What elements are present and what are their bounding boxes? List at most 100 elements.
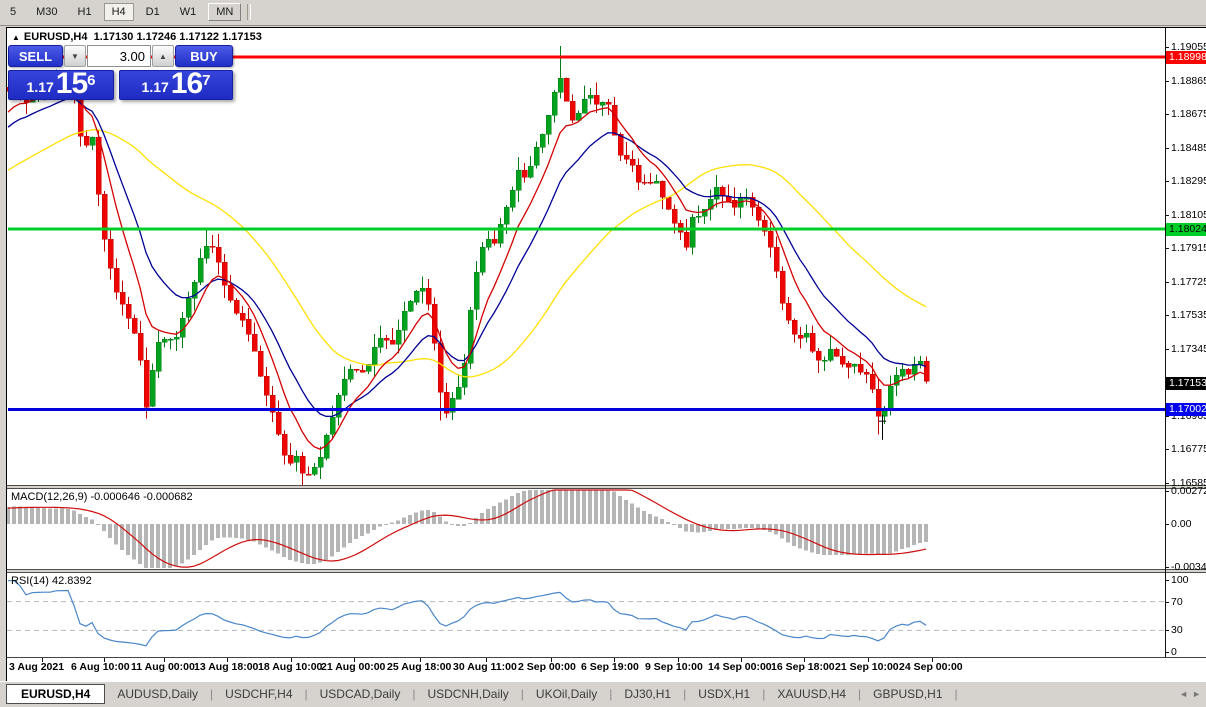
time-tick-label: 6 Aug 10:00 xyxy=(71,661,130,673)
time-tick xyxy=(678,658,679,662)
time-tick xyxy=(614,658,615,662)
price-tick xyxy=(1165,248,1169,249)
tab-separator: | xyxy=(412,687,416,701)
rsi-tick xyxy=(1165,602,1169,603)
collapse-triangle-icon[interactable]: ▲ xyxy=(12,33,20,42)
price-tick-label: 1.17725 xyxy=(1171,276,1206,288)
chart-tab-EURUSD,H4[interactable]: EURUSD,H4 xyxy=(6,684,106,704)
rsi-tick xyxy=(1165,652,1169,653)
price-tick-label: 1.19055 xyxy=(1171,41,1206,53)
panel-separator[interactable] xyxy=(7,485,1206,489)
period-button-M30[interactable]: M30 xyxy=(36,6,58,18)
rsi-tick-label: 0 xyxy=(1171,646,1177,658)
sell-price-point: 6 xyxy=(87,72,96,89)
period-button-H1[interactable]: H1 xyxy=(77,6,92,18)
chart-tab-GBPUSD,H1[interactable]: GBPUSD,H1 xyxy=(873,687,943,701)
sell-price-box[interactable]: 1.17 15 6 xyxy=(8,69,115,100)
period-button-MN[interactable]: MN xyxy=(208,3,242,21)
chart-window: ▲ EURUSD,H4 1.17130 1.17246 1.17122 1.171… xyxy=(6,27,1206,683)
price-badge: 1.17153 xyxy=(1166,377,1206,390)
main-chart-surface[interactable] xyxy=(7,28,1165,485)
price-tick xyxy=(1165,349,1169,350)
price-tick xyxy=(1165,282,1169,283)
price-tick-label: 1.17915 xyxy=(1171,242,1206,254)
time-tick xyxy=(486,658,487,662)
period-button-5[interactable]: 5 xyxy=(10,6,17,18)
time-tick-label: 24 Sep 00:00 xyxy=(899,661,963,673)
time-tick-label: 30 Aug 11:00 xyxy=(453,661,517,673)
period-button-H4[interactable]: H4 xyxy=(103,3,134,21)
buy-price-prefix: 1.17 xyxy=(141,79,169,95)
price-tick xyxy=(1165,416,1169,417)
panel-separator[interactable] xyxy=(7,569,1206,573)
rsi-tick-label: 100 xyxy=(1171,574,1189,586)
chart-tab-USDX,H1[interactable]: USDX,H1 xyxy=(698,687,751,701)
rsi-panel-surface[interactable] xyxy=(7,573,1165,657)
rsi-tick xyxy=(1165,630,1169,631)
price-tick-label: 1.18485 xyxy=(1171,142,1206,154)
chart-tab-USDCHF,H4[interactable]: USDCHF,H4 xyxy=(225,687,293,701)
price-tick xyxy=(1165,47,1169,48)
chart-tab-USDCAD,Daily[interactable]: USDCAD,Daily xyxy=(319,687,401,701)
tabbar-scroll-right-icon[interactable]: ► xyxy=(1192,689,1201,699)
chart-tab-USDCNH,Daily[interactable]: USDCNH,Daily xyxy=(427,687,509,701)
period-button-W1[interactable]: W1 xyxy=(179,6,197,18)
chart-tab-XAUUSD,H4[interactable]: XAUUSD,H4 xyxy=(777,687,847,701)
tab-separator: | xyxy=(520,687,524,701)
macd-chart[interactable] xyxy=(7,489,1165,569)
time-tick xyxy=(291,658,292,662)
time-tick xyxy=(42,658,43,662)
time-axis[interactable]: 3 Aug 2021 6 Aug 10:00 11 Aug 00:00 13 Aug … xyxy=(7,657,1206,682)
macd-panel-surface[interactable] xyxy=(7,489,1165,569)
time-tick-label: 18 Aug 10:00 xyxy=(258,661,323,673)
buy-price-point: 7 xyxy=(202,72,211,89)
price-tick xyxy=(1165,315,1169,316)
time-tick-label: 6 Sep 19:00 xyxy=(581,661,639,673)
price-tick xyxy=(1165,483,1169,484)
time-tick-label: 25 Aug 18:00 xyxy=(387,661,452,673)
period-button-D1[interactable]: D1 xyxy=(145,6,160,18)
chart-symbol-label: EURUSD,H4 xyxy=(23,31,88,43)
macd-tick xyxy=(1165,567,1169,568)
sell-button[interactable]: SELL xyxy=(8,45,63,67)
macd-tick xyxy=(1165,491,1169,492)
macd-tick-label: 0.00 xyxy=(1171,518,1192,530)
time-tick xyxy=(868,658,869,662)
volume-input[interactable] xyxy=(87,45,151,67)
chart-tab-UKOil,Daily[interactable]: UKOil,Daily xyxy=(535,687,598,701)
tabbar-scroll-left-icon[interactable]: ◄ xyxy=(1179,689,1188,699)
price-axis-border xyxy=(1165,28,1166,657)
time-tick-label: 13 Aug 18:00 xyxy=(194,661,259,673)
time-tick xyxy=(104,658,105,662)
time-tick xyxy=(551,658,552,662)
rsi-chart[interactable] xyxy=(7,573,1165,657)
price-tick xyxy=(1165,114,1169,115)
price-tick xyxy=(1165,449,1169,450)
volume-increase-button[interactable]: ▲ xyxy=(152,45,174,67)
chart-tab-DJ30,H1[interactable]: DJ30,H1 xyxy=(624,687,672,701)
price-tick xyxy=(1165,81,1169,82)
buy-button[interactable]: BUY xyxy=(175,45,233,67)
rsi-label: RSI(14) 42.8392 xyxy=(11,575,92,587)
time-tick-label: 2 Sep 00:00 xyxy=(518,661,576,673)
spin-down-icon: ▼ xyxy=(71,51,79,61)
tab-separator: | xyxy=(609,687,613,701)
toolbar-separator xyxy=(247,4,252,20)
volume-decrease-button[interactable]: ▼ xyxy=(64,45,86,67)
time-tick-label: 16 Sep 18:00 xyxy=(771,661,835,673)
time-tick xyxy=(227,658,228,662)
tab-separator: | xyxy=(683,687,687,701)
price-tick-label: 1.16775 xyxy=(1171,443,1206,455)
price-badge: 1.18024 xyxy=(1166,223,1206,236)
time-tick-label: 11 Aug 00:00 xyxy=(131,661,195,673)
time-tick-label: 21 Sep 10:00 xyxy=(835,661,899,673)
price-tick-label: 1.17535 xyxy=(1171,309,1206,321)
candlestick-chart[interactable] xyxy=(7,28,1165,485)
rsi-tick-label: 30 xyxy=(1171,624,1183,636)
time-tick-label: 14 Sep 00:00 xyxy=(708,661,772,673)
buy-price-box[interactable]: 1.17 16 7 xyxy=(119,69,233,100)
chart-tab-AUDUSD,Daily[interactable]: AUDUSD,Daily xyxy=(117,687,199,701)
sell-price-prefix: 1.17 xyxy=(26,79,54,95)
